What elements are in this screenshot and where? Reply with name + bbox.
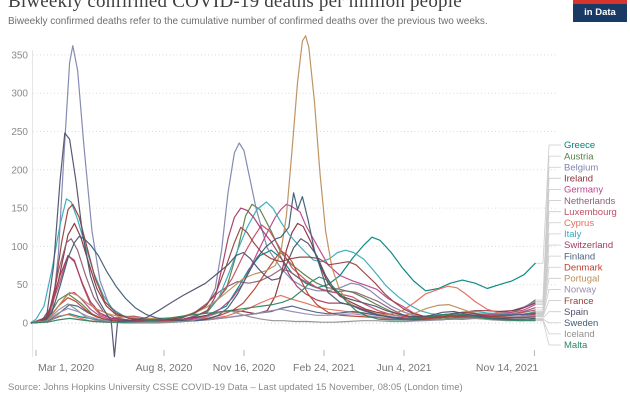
y-axis-tick-label: 250 xyxy=(11,127,28,138)
legend-label-sweden[interactable]: Sweden xyxy=(564,318,598,329)
y-axis-tick-label: 0 xyxy=(22,319,28,330)
legend-connector xyxy=(536,255,561,315)
source-note: Source: Johns Hopkins University CSSE CO… xyxy=(8,382,463,393)
legend-connector xyxy=(536,277,561,316)
chart-footer: Source: Johns Hopkins University CSSE CO… xyxy=(8,377,463,395)
x-axis-tick-label: Nov 16, 2020 xyxy=(213,362,276,374)
legend-connector xyxy=(536,266,561,315)
x-axis-tick-label: Mar 1, 2020 xyxy=(38,362,94,374)
legend-label-italy[interactable]: Italy xyxy=(564,229,582,240)
legend-label-denmark[interactable]: Denmark xyxy=(564,262,603,273)
legend-connector xyxy=(536,311,561,319)
legend-connector xyxy=(536,211,561,311)
series-line-spain[interactable] xyxy=(30,132,536,358)
x-axis-tick-label: Aug 8, 2020 xyxy=(136,362,193,374)
legend-connector xyxy=(536,144,561,264)
y-axis-tick-label: 200 xyxy=(11,165,28,176)
y-axis-tick-label: 350 xyxy=(11,50,28,61)
legend-connector xyxy=(536,222,561,312)
chart-header: Biweekly confirmed COVID-19 deaths per m… xyxy=(8,0,558,27)
legend-label-luxembourg[interactable]: Luxembourg xyxy=(564,207,617,218)
chart-subtitle: Biweekly confirmed deaths refer to the c… xyxy=(8,16,488,27)
series-line-portugal[interactable] xyxy=(30,35,536,324)
legend-label-finland[interactable]: Finland xyxy=(564,251,595,262)
legend-label-portugal[interactable]: Portugal xyxy=(564,274,599,285)
legend-label-iceland[interactable]: Iceland xyxy=(564,329,595,340)
y-axis-tick-label: 100 xyxy=(11,242,28,253)
y-axis-tick-label: 300 xyxy=(11,89,28,100)
legend-connector xyxy=(536,200,561,309)
legend-connector xyxy=(536,318,561,324)
legend-label-greece[interactable]: Greece xyxy=(564,140,595,151)
legend-connector xyxy=(536,289,561,317)
legend-connector xyxy=(536,319,561,335)
legend-label-norway[interactable]: Norway xyxy=(564,285,596,296)
legend-label-belgium[interactable]: Belgium xyxy=(564,162,598,173)
legend-label-austria[interactable]: Austria xyxy=(564,151,594,162)
legend-label-cyprus[interactable]: Cyprus xyxy=(564,218,594,229)
series-line-france[interactable] xyxy=(30,203,536,324)
legend-label-netherlands[interactable]: Netherlands xyxy=(564,196,615,207)
legend-label-malta[interactable]: Malta xyxy=(564,340,588,351)
x-axis-tick-label: Nov 14, 2021 xyxy=(476,362,539,374)
legend-label-switzerland[interactable]: Switzerland xyxy=(564,240,613,251)
owid-logo-text: in Data xyxy=(584,7,616,18)
y-axis-tick-label: 150 xyxy=(11,204,28,215)
legend-label-germany[interactable]: Germany xyxy=(564,185,603,196)
legend-label-ireland[interactable]: Ireland xyxy=(564,174,593,185)
legend-label-france[interactable]: France xyxy=(564,296,594,307)
x-axis-tick-label: Jun 4, 2021 xyxy=(377,362,432,374)
legend-label-spain[interactable]: Spain xyxy=(564,307,588,318)
owid-logo[interactable]: in Data xyxy=(573,0,627,22)
y-axis-tick-label: 50 xyxy=(17,280,29,291)
legend-connector xyxy=(536,233,561,313)
legend-connector xyxy=(536,320,561,346)
legend-connector xyxy=(536,244,561,314)
series-line-iceland[interactable] xyxy=(30,303,536,324)
x-axis-tick-label: Feb 24, 2021 xyxy=(293,362,355,374)
legend-connector xyxy=(536,300,561,318)
series-line-malta[interactable] xyxy=(30,276,536,324)
chart-title: Biweekly confirmed COVID-19 deaths per m… xyxy=(8,0,462,12)
